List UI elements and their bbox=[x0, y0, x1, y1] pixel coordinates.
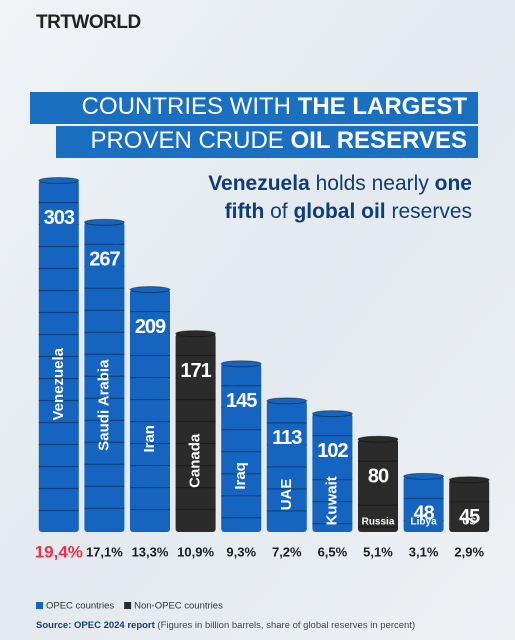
share-label: 19,4% bbox=[35, 542, 83, 561]
subtitle-part: of bbox=[264, 200, 293, 223]
legend-label: Non-OPEC countries bbox=[134, 601, 223, 612]
barrel-top bbox=[357, 435, 399, 443]
value-label: 267 bbox=[89, 249, 120, 271]
source-note: Source: OPEC 2024 report (Figures in bil… bbox=[36, 620, 415, 631]
value-label-box bbox=[39, 204, 78, 231]
title-part: COUNTRIES WITH bbox=[82, 93, 298, 120]
subtitle-part: holds nearly bbox=[310, 172, 435, 195]
brand-logo: TRTWORLD bbox=[36, 12, 141, 33]
title-part: OIL RESERVES bbox=[290, 127, 467, 154]
barrel-top bbox=[129, 286, 171, 294]
share-label: 17,1% bbox=[86, 544, 123, 559]
value-label-box bbox=[131, 313, 169, 340]
barrel-top bbox=[175, 330, 217, 338]
barrel-top bbox=[83, 218, 125, 226]
share-label: 10,9% bbox=[177, 544, 214, 559]
subtitle-part: fifth bbox=[225, 200, 265, 223]
category-label: Iran bbox=[141, 425, 158, 453]
source-main: Source: OPEC 2024 report bbox=[36, 620, 156, 631]
barrel-top bbox=[266, 397, 308, 405]
legend-label: OPEC countries bbox=[46, 601, 114, 612]
value-label-box bbox=[450, 503, 489, 530]
value-label-box bbox=[222, 387, 261, 414]
value-label: 102 bbox=[317, 440, 348, 462]
value-label: 303 bbox=[44, 207, 75, 229]
barrel-top bbox=[38, 177, 80, 185]
barrel-top bbox=[403, 472, 445, 480]
category-label: Venezuela bbox=[50, 347, 67, 420]
legend-swatch bbox=[36, 602, 43, 609]
value-label: 48 bbox=[413, 503, 434, 525]
share-label: 13,3% bbox=[132, 544, 169, 559]
value-label: 113 bbox=[272, 427, 302, 449]
chart-title: PROVEN CRUDE OIL RESERVES bbox=[90, 127, 467, 154]
category-label: UAE bbox=[278, 479, 295, 511]
value-label-box bbox=[85, 246, 124, 273]
barrel-bar bbox=[130, 289, 170, 532]
legend-swatch bbox=[124, 602, 132, 609]
category-label: Saudi Arabia bbox=[95, 359, 112, 451]
share-label: 2,9% bbox=[454, 544, 484, 559]
share-label: 6,5% bbox=[318, 544, 348, 559]
title-part: PROVEN CRUDE bbox=[90, 127, 290, 154]
title-banner bbox=[56, 126, 478, 158]
source-detail: (Figures in billion barrels, share of gl… bbox=[155, 620, 415, 631]
chart-subtitle: fifth of global oil reserves bbox=[225, 200, 472, 223]
barrel-bar bbox=[84, 222, 125, 532]
value-label-box bbox=[313, 437, 352, 464]
category-label: Canada bbox=[187, 433, 204, 488]
share-label: 5,1% bbox=[363, 544, 393, 559]
share-label: 9,3% bbox=[226, 544, 256, 559]
value-label-box bbox=[404, 500, 443, 527]
category-label: US bbox=[462, 517, 476, 528]
subtitle-part: Venezuela bbox=[208, 172, 310, 195]
subtitle-part: reserves bbox=[386, 200, 472, 223]
title-banner bbox=[30, 92, 478, 124]
value-label-box bbox=[176, 357, 215, 384]
category-label: Russia bbox=[362, 517, 395, 528]
title-part: THE LARGEST bbox=[298, 93, 468, 120]
chart-title: COUNTRIES WITH THE LARGEST bbox=[82, 93, 468, 120]
subtitle-part: global oil bbox=[293, 200, 385, 223]
barrel-top bbox=[311, 410, 353, 418]
barrel-bar bbox=[38, 180, 79, 532]
value-label-box bbox=[267, 424, 306, 451]
chart-subtitle: Venezuela holds nearly one bbox=[208, 172, 472, 195]
subtitle-part: one bbox=[435, 172, 472, 195]
value-label: 45 bbox=[459, 506, 480, 528]
value-label: 171 bbox=[180, 360, 211, 382]
share-label: 3,1% bbox=[409, 544, 439, 559]
barrel-top bbox=[448, 476, 490, 484]
category-label: Kuwait bbox=[323, 476, 340, 525]
share-label: 7,2% bbox=[272, 544, 302, 559]
value-label: 145 bbox=[226, 390, 257, 412]
value-label: 80 bbox=[368, 465, 389, 487]
value-label-box bbox=[359, 463, 397, 490]
barrel-top bbox=[220, 360, 262, 368]
category-label: Iraq bbox=[232, 462, 249, 490]
value-label: 209 bbox=[135, 316, 166, 338]
category-label: Libya bbox=[411, 517, 438, 528]
